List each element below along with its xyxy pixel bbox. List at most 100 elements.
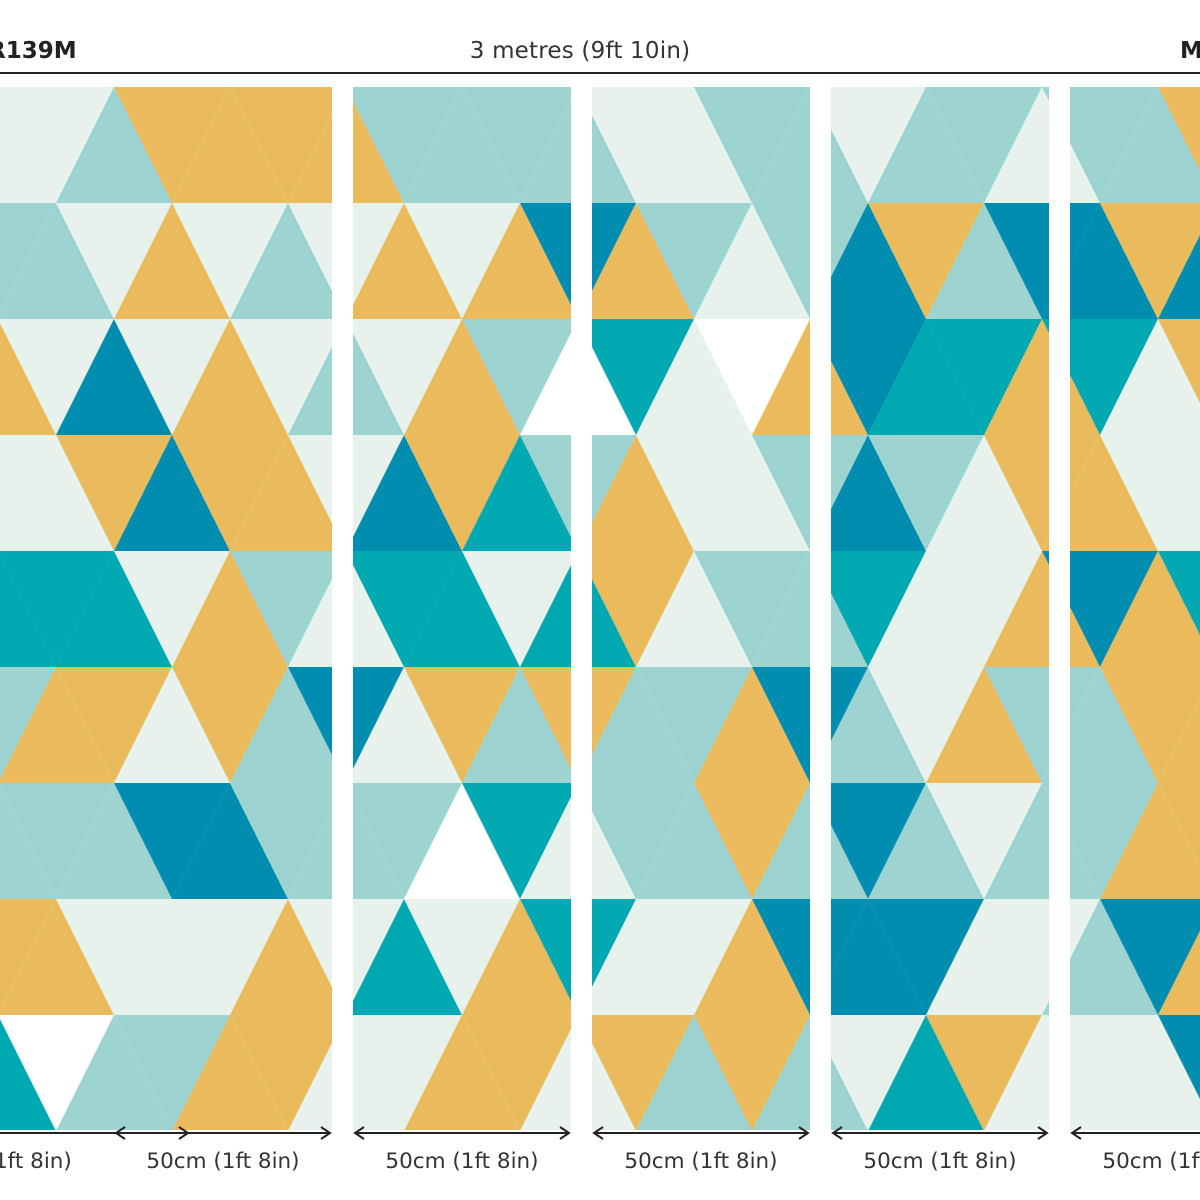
panel-width-label: 50cm (1ft 8in) (385, 1149, 539, 1174)
triangle-tile (404, 667, 520, 783)
triangle-tile (172, 203, 288, 319)
triangle-tile (0, 319, 56, 435)
triangle-tile (868, 203, 984, 319)
triangle-tile (752, 203, 868, 319)
triangle-tile (810, 899, 926, 1015)
triangle-tile (0, 435, 114, 551)
triangle-tile (114, 551, 230, 667)
triangle-tile (230, 87, 346, 203)
triangle-tile (636, 203, 752, 319)
triangle-tile (926, 87, 1042, 203)
triangle-tile (0, 87, 56, 203)
double-headed-arrow-icon (1070, 1126, 1200, 1140)
triangle-tile (0, 435, 56, 551)
triangle-tile (230, 1015, 346, 1130)
triangle-tile (926, 435, 1042, 551)
triangle-tile (114, 899, 230, 1015)
triangle-tile (694, 551, 810, 667)
triangle-tile (172, 783, 288, 899)
triangle-tile (1100, 87, 1200, 203)
triangle-tile (462, 551, 578, 667)
triangle-tile (0, 551, 56, 667)
triangle-tile (346, 435, 462, 551)
product-code: R139M (0, 38, 77, 64)
triangle-tile (752, 1015, 868, 1130)
triangle-tile (172, 667, 288, 783)
triangle-tile (810, 203, 926, 319)
triangle-tile (56, 899, 172, 1015)
triangle-tile (1042, 203, 1158, 319)
triangle-tile (1158, 1015, 1200, 1130)
panel-width-label: 50cm (1ft 8in) (863, 1149, 1017, 1174)
triangle-tile (810, 551, 926, 667)
triangle-tile (810, 319, 926, 435)
triangle-tile (230, 203, 346, 319)
triangle-tile (984, 783, 1100, 899)
triangle-tile (1042, 1015, 1158, 1130)
triangle-tile (926, 203, 1042, 319)
triangle-tile (1100, 783, 1200, 899)
triangle-tile (694, 899, 810, 1015)
double-headed-arrow-icon (592, 1126, 810, 1140)
triangle-tile (1042, 551, 1158, 667)
triangle-tile (462, 783, 578, 899)
triangle-tile (984, 203, 1100, 319)
triangle-tile (578, 899, 694, 1015)
triangle-tile (868, 551, 984, 667)
panel-width-label: 50cm (1ft 8in) (146, 1149, 300, 1174)
triangle-tile (1158, 87, 1200, 203)
triangle-tile (694, 435, 810, 551)
triangle-tile (868, 667, 984, 783)
triangle-tile (462, 899, 578, 1015)
triangle-tile (926, 319, 1042, 435)
triangle-tile (0, 203, 114, 319)
product-code-next: M (1180, 38, 1200, 64)
triangle-tile (1042, 87, 1158, 203)
triangle-tile (462, 87, 578, 203)
triangle-pattern (0, 87, 1200, 1130)
triangle-tile (1100, 551, 1200, 667)
triangle-tile (926, 551, 1042, 667)
triangle-tile (56, 87, 172, 203)
triangle-tile (230, 551, 346, 667)
triangle-tile (114, 87, 230, 203)
triangle-tile (578, 319, 694, 435)
triangle-tile (0, 667, 114, 783)
triangle-tile (1100, 667, 1200, 783)
triangle-tile (346, 551, 462, 667)
panel-width-label: 50cm (1ft 8in) (1102, 1149, 1200, 1174)
triangle-tile (404, 783, 520, 899)
triangle-tile (984, 551, 1100, 667)
triangle-tile (114, 203, 230, 319)
triangle-tile (114, 435, 230, 551)
triangle-tile (0, 783, 114, 899)
triangle-tile (1042, 319, 1158, 435)
triangle-tile (230, 435, 346, 551)
triangle-tile (1100, 319, 1200, 435)
triangle-tile (0, 1015, 114, 1130)
triangle-tile (0, 667, 56, 783)
triangle-tile (404, 551, 520, 667)
triangle-tile (810, 1015, 926, 1130)
triangle-tile (752, 899, 868, 1015)
triangle-tile (984, 319, 1100, 435)
triangle-tile (752, 319, 868, 435)
triangle-tile (346, 899, 462, 1015)
triangle-tile (404, 319, 520, 435)
triangle-tile (984, 667, 1100, 783)
triangle-tile (810, 783, 926, 899)
triangle-tile (694, 667, 810, 783)
triangle-tile (114, 667, 230, 783)
triangle-tile (694, 319, 810, 435)
triangle-tile (172, 435, 288, 551)
triangle-tile (578, 1015, 694, 1130)
triangle-tile (578, 87, 694, 203)
triangle-tile (926, 1015, 1042, 1130)
triangle-tile (56, 319, 172, 435)
triangle-tile (694, 783, 810, 899)
triangle-tile (172, 87, 288, 203)
triangle-tile (56, 667, 172, 783)
triangle-tile (1100, 1015, 1200, 1130)
triangle-tile (462, 203, 578, 319)
